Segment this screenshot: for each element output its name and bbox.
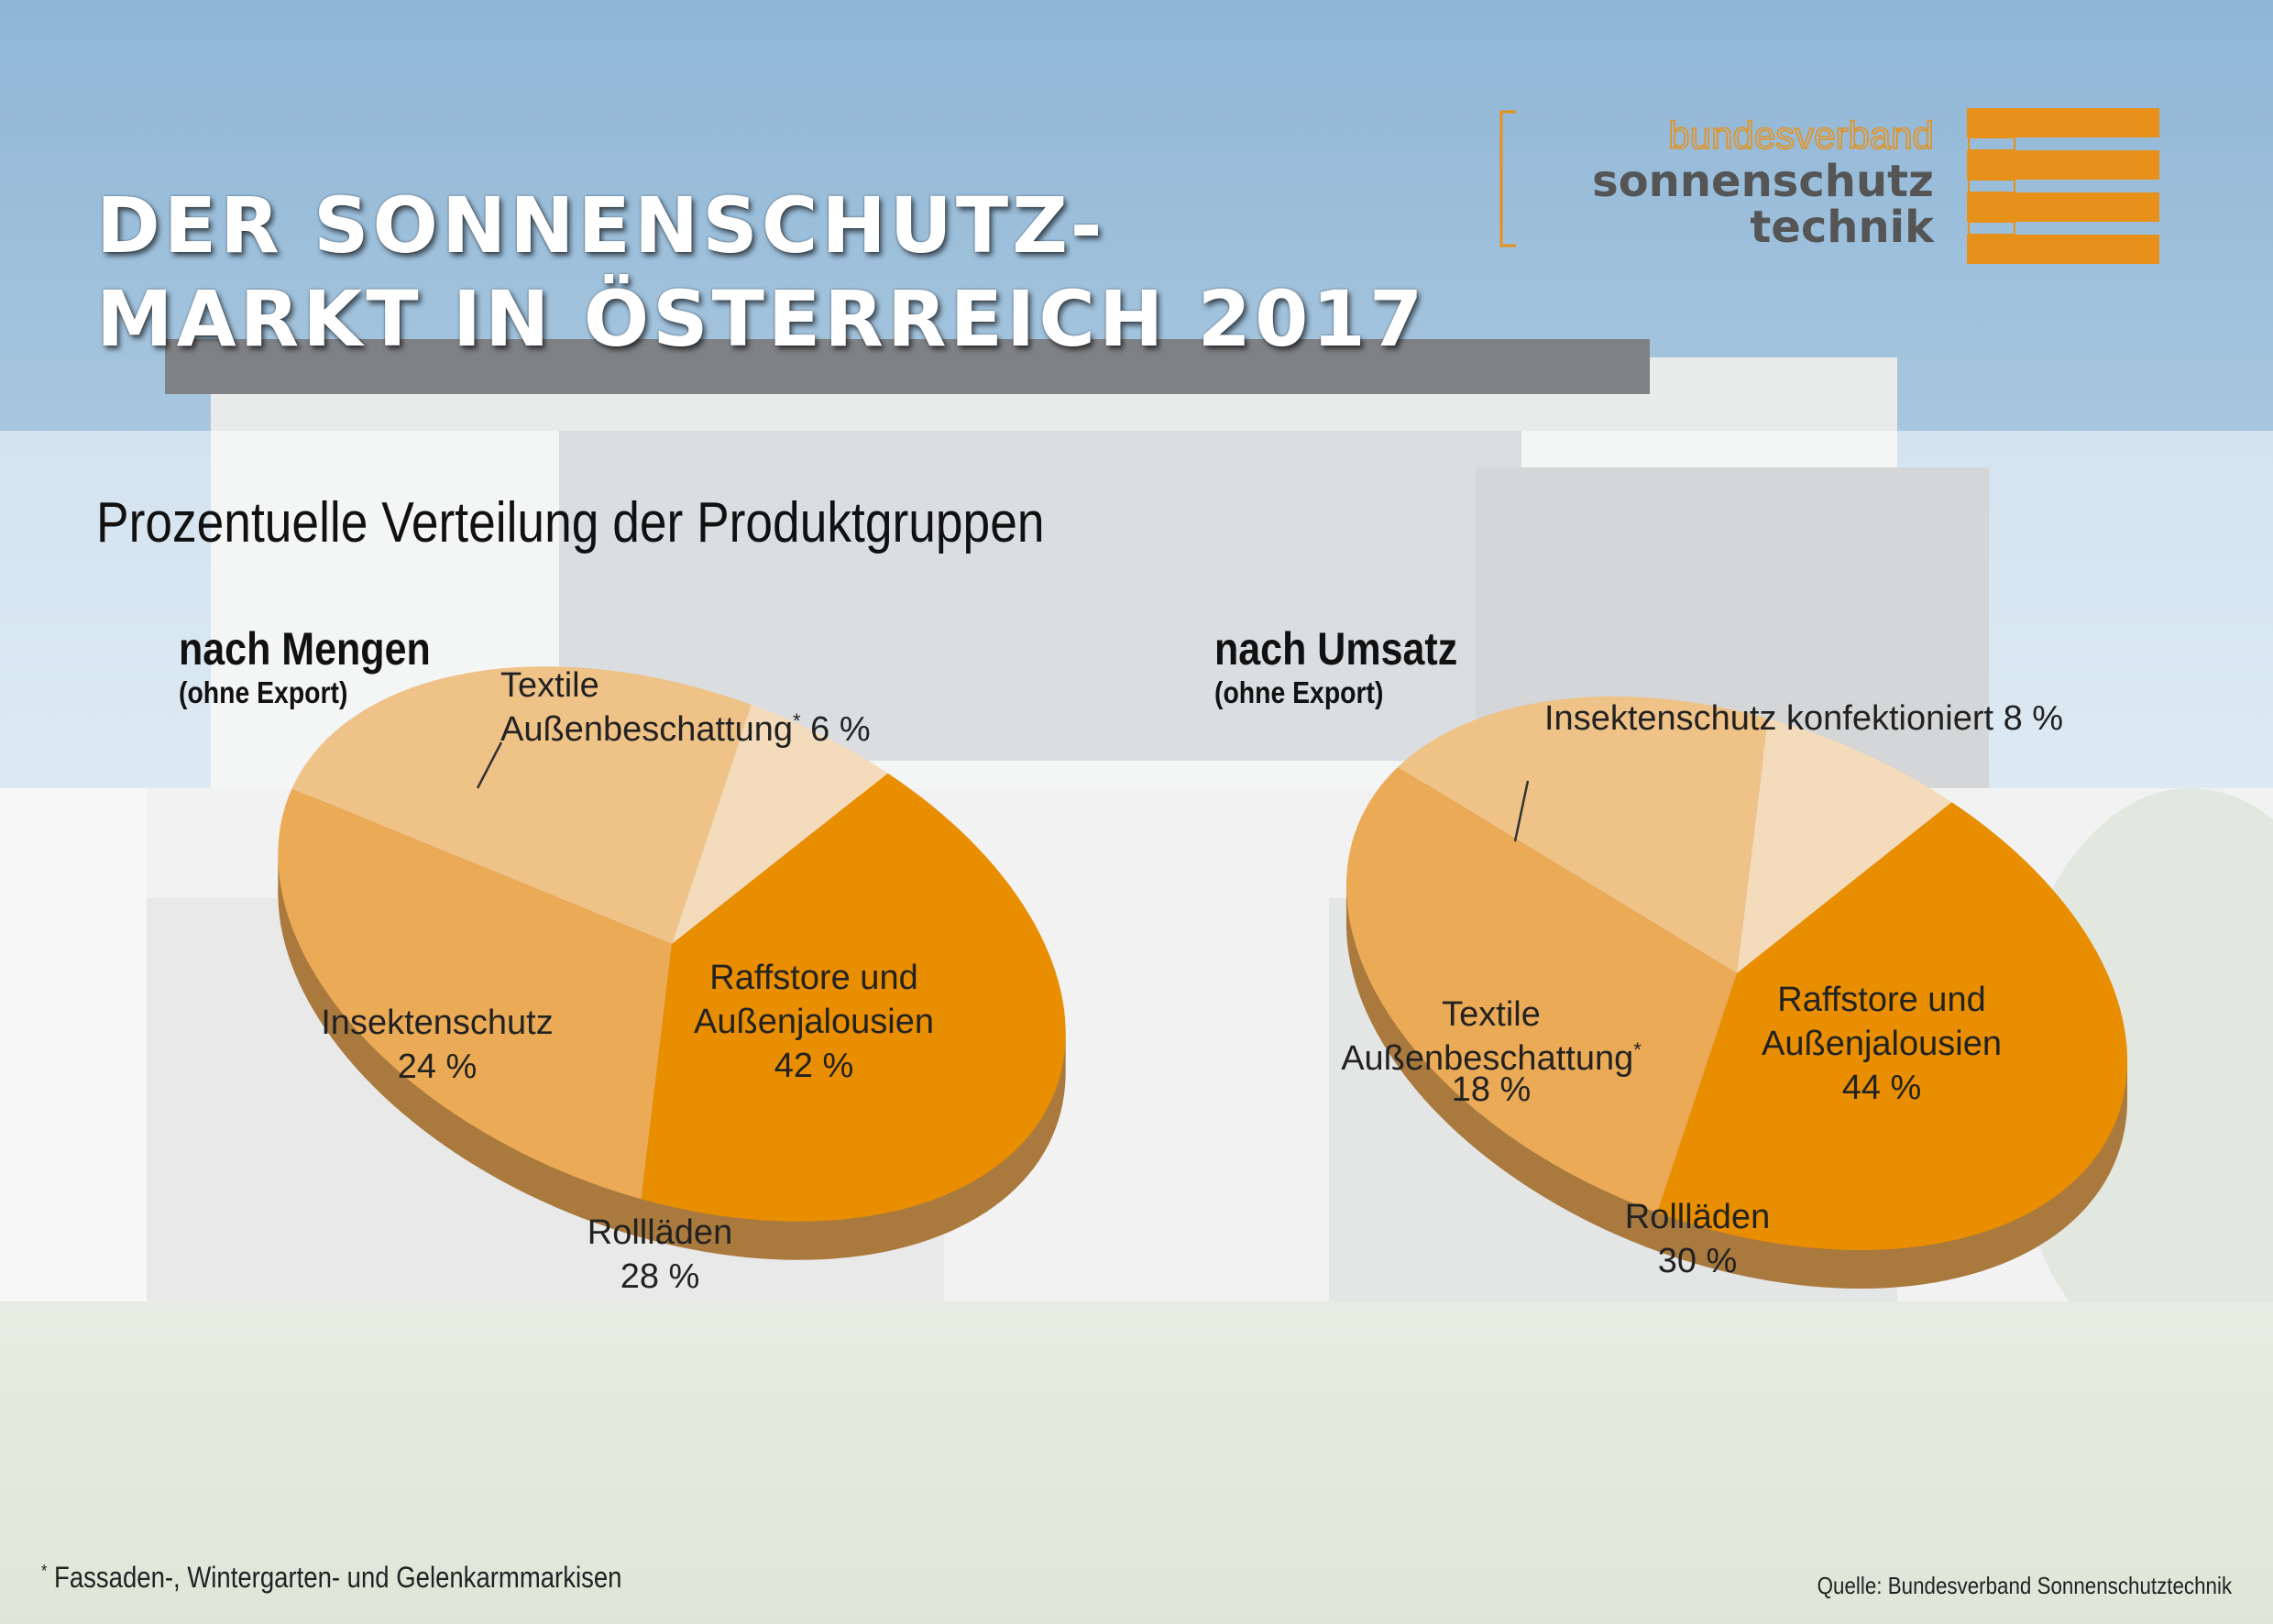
- pie-2-label-2: Rollläden 30 %: [1625, 1198, 1770, 1280]
- page-title: DER SONNENSCHUTZ- MARKT IN ÖSTERREICH 20…: [96, 179, 1426, 366]
- pie-2-slice-3: [1398, 697, 1768, 973]
- pie-1-label-4: Textile Außenbeschattung* 6 %: [500, 666, 871, 749]
- pie-1-slice-4: [672, 704, 888, 944]
- logo-line-3: technik: [1750, 202, 1935, 253]
- pie-2-slice-4: [1737, 718, 1952, 973]
- pie-1-label-1: Raffstore und Außenjalousien 42 %: [694, 959, 934, 1085]
- chart-2-heading: nach Umsatz (ohne Export): [1214, 623, 1457, 711]
- logo-stripes-icon: [1967, 108, 2159, 264]
- chart-1-title: nach Mengen: [179, 623, 431, 675]
- pie-1-slice-1: [641, 773, 1066, 1222]
- chart-subtitle: Prozentuelle Verteilung der Produktgrupp…: [96, 491, 1045, 554]
- pie-2-leader-line: [1513, 780, 1530, 842]
- pie-2-label-4: Insektenschutz konfektioniert 8 %: [1544, 699, 2063, 738]
- chart-1-heading: nach Mengen (ohne Export): [179, 623, 431, 711]
- pie-1-label-2: Rollläden 28 %: [587, 1213, 732, 1296]
- footnote-marker: *: [41, 1562, 48, 1582]
- pie-chart-1: Raffstore und Außenjalousien 42 % Rollläden…: [278, 666, 1066, 1296]
- bundesverband-logo: bundesverband sonnenschutz technik: [1499, 108, 2159, 264]
- pie-1-leader-line: [476, 741, 503, 789]
- chart-2-subtitle: (ohne Export): [1214, 675, 1384, 709]
- pie-1-label-3: Insektenschutz 24 %: [321, 1004, 553, 1086]
- logo-line-2: sonnenschutz: [1592, 156, 1934, 207]
- pie-1-slice-3: [291, 666, 752, 944]
- logo-line-1: bundesverband: [1668, 114, 1934, 157]
- pie-2-slice-1: [1657, 802, 2127, 1250]
- pie-2-label-3: Textile Außenbeschattung* 18 %: [1341, 995, 1642, 1109]
- title-line-1: DER SONNENSCHUTZ-: [96, 181, 1106, 270]
- footnote: * Fassaden-, Wintergarten- und Gelenkarm…: [41, 1561, 621, 1595]
- title-line-2: MARKT IN ÖSTERREICH 2017: [96, 274, 1427, 364]
- chart-2-title: nach Umsatz: [1214, 623, 1458, 675]
- pie-1-slice-2: [278, 788, 672, 1200]
- chart-1-subtitle: (ohne Export): [179, 675, 348, 709]
- pie-chart-2: Raffstore und Außenjalousien 44 % Rollläden…: [1341, 697, 2128, 1289]
- footnote-text: Fassaden-, Wintergarten- und Gelenkarmma…: [54, 1561, 622, 1594]
- pie-2-slice-2: [1345, 766, 1737, 1213]
- source-note: Quelle: Bundesverband Sonnenschutztechni…: [1817, 1572, 2232, 1599]
- pie-2-label-1: Raffstore und Außenjalousien 44 %: [1762, 981, 2002, 1107]
